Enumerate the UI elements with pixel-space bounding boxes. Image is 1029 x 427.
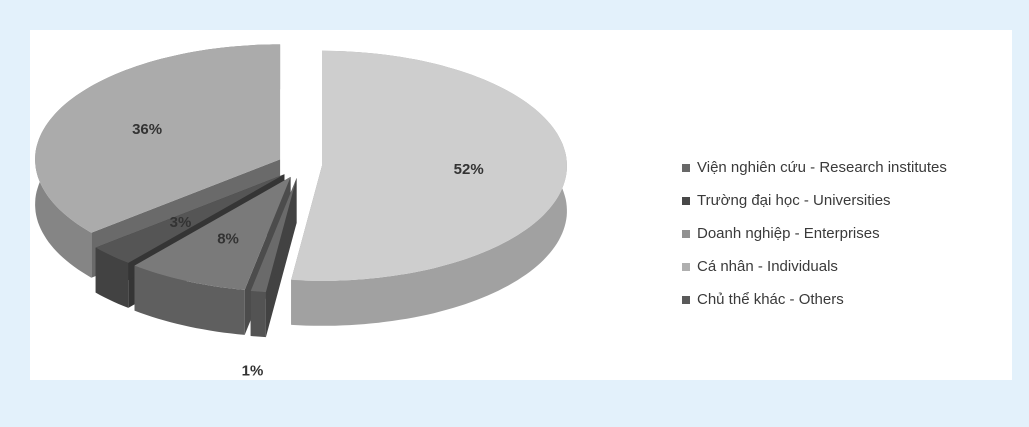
legend-swatch	[682, 230, 690, 238]
slice	[35, 44, 281, 233]
slice	[250, 178, 297, 293]
data-label: 1%	[242, 363, 264, 380]
data-label: 8%	[217, 230, 239, 247]
slice	[134, 176, 291, 290]
data-label: 3%	[170, 214, 192, 231]
slice-side	[250, 291, 266, 338]
data-label: 52%	[454, 161, 484, 178]
legend-swatch	[682, 164, 690, 172]
legend-label: Trường đại học - Universities	[697, 192, 891, 209]
slice-side	[95, 247, 129, 308]
data-label: 36%	[132, 121, 162, 138]
legend-label: Viện nghiên cứu - Research institutes	[697, 159, 947, 176]
legend-label: Chủ thể khác - Others	[697, 291, 844, 308]
legend-swatch	[682, 296, 690, 304]
slice	[291, 50, 567, 281]
slice	[95, 174, 285, 263]
legend-label: Doanh nghiệp - Enterprises	[697, 225, 880, 242]
slice-side	[134, 265, 245, 335]
legend-swatch	[682, 263, 690, 271]
legend-label: Cá nhân - Individuals	[697, 258, 838, 275]
legend-swatch	[682, 197, 690, 205]
